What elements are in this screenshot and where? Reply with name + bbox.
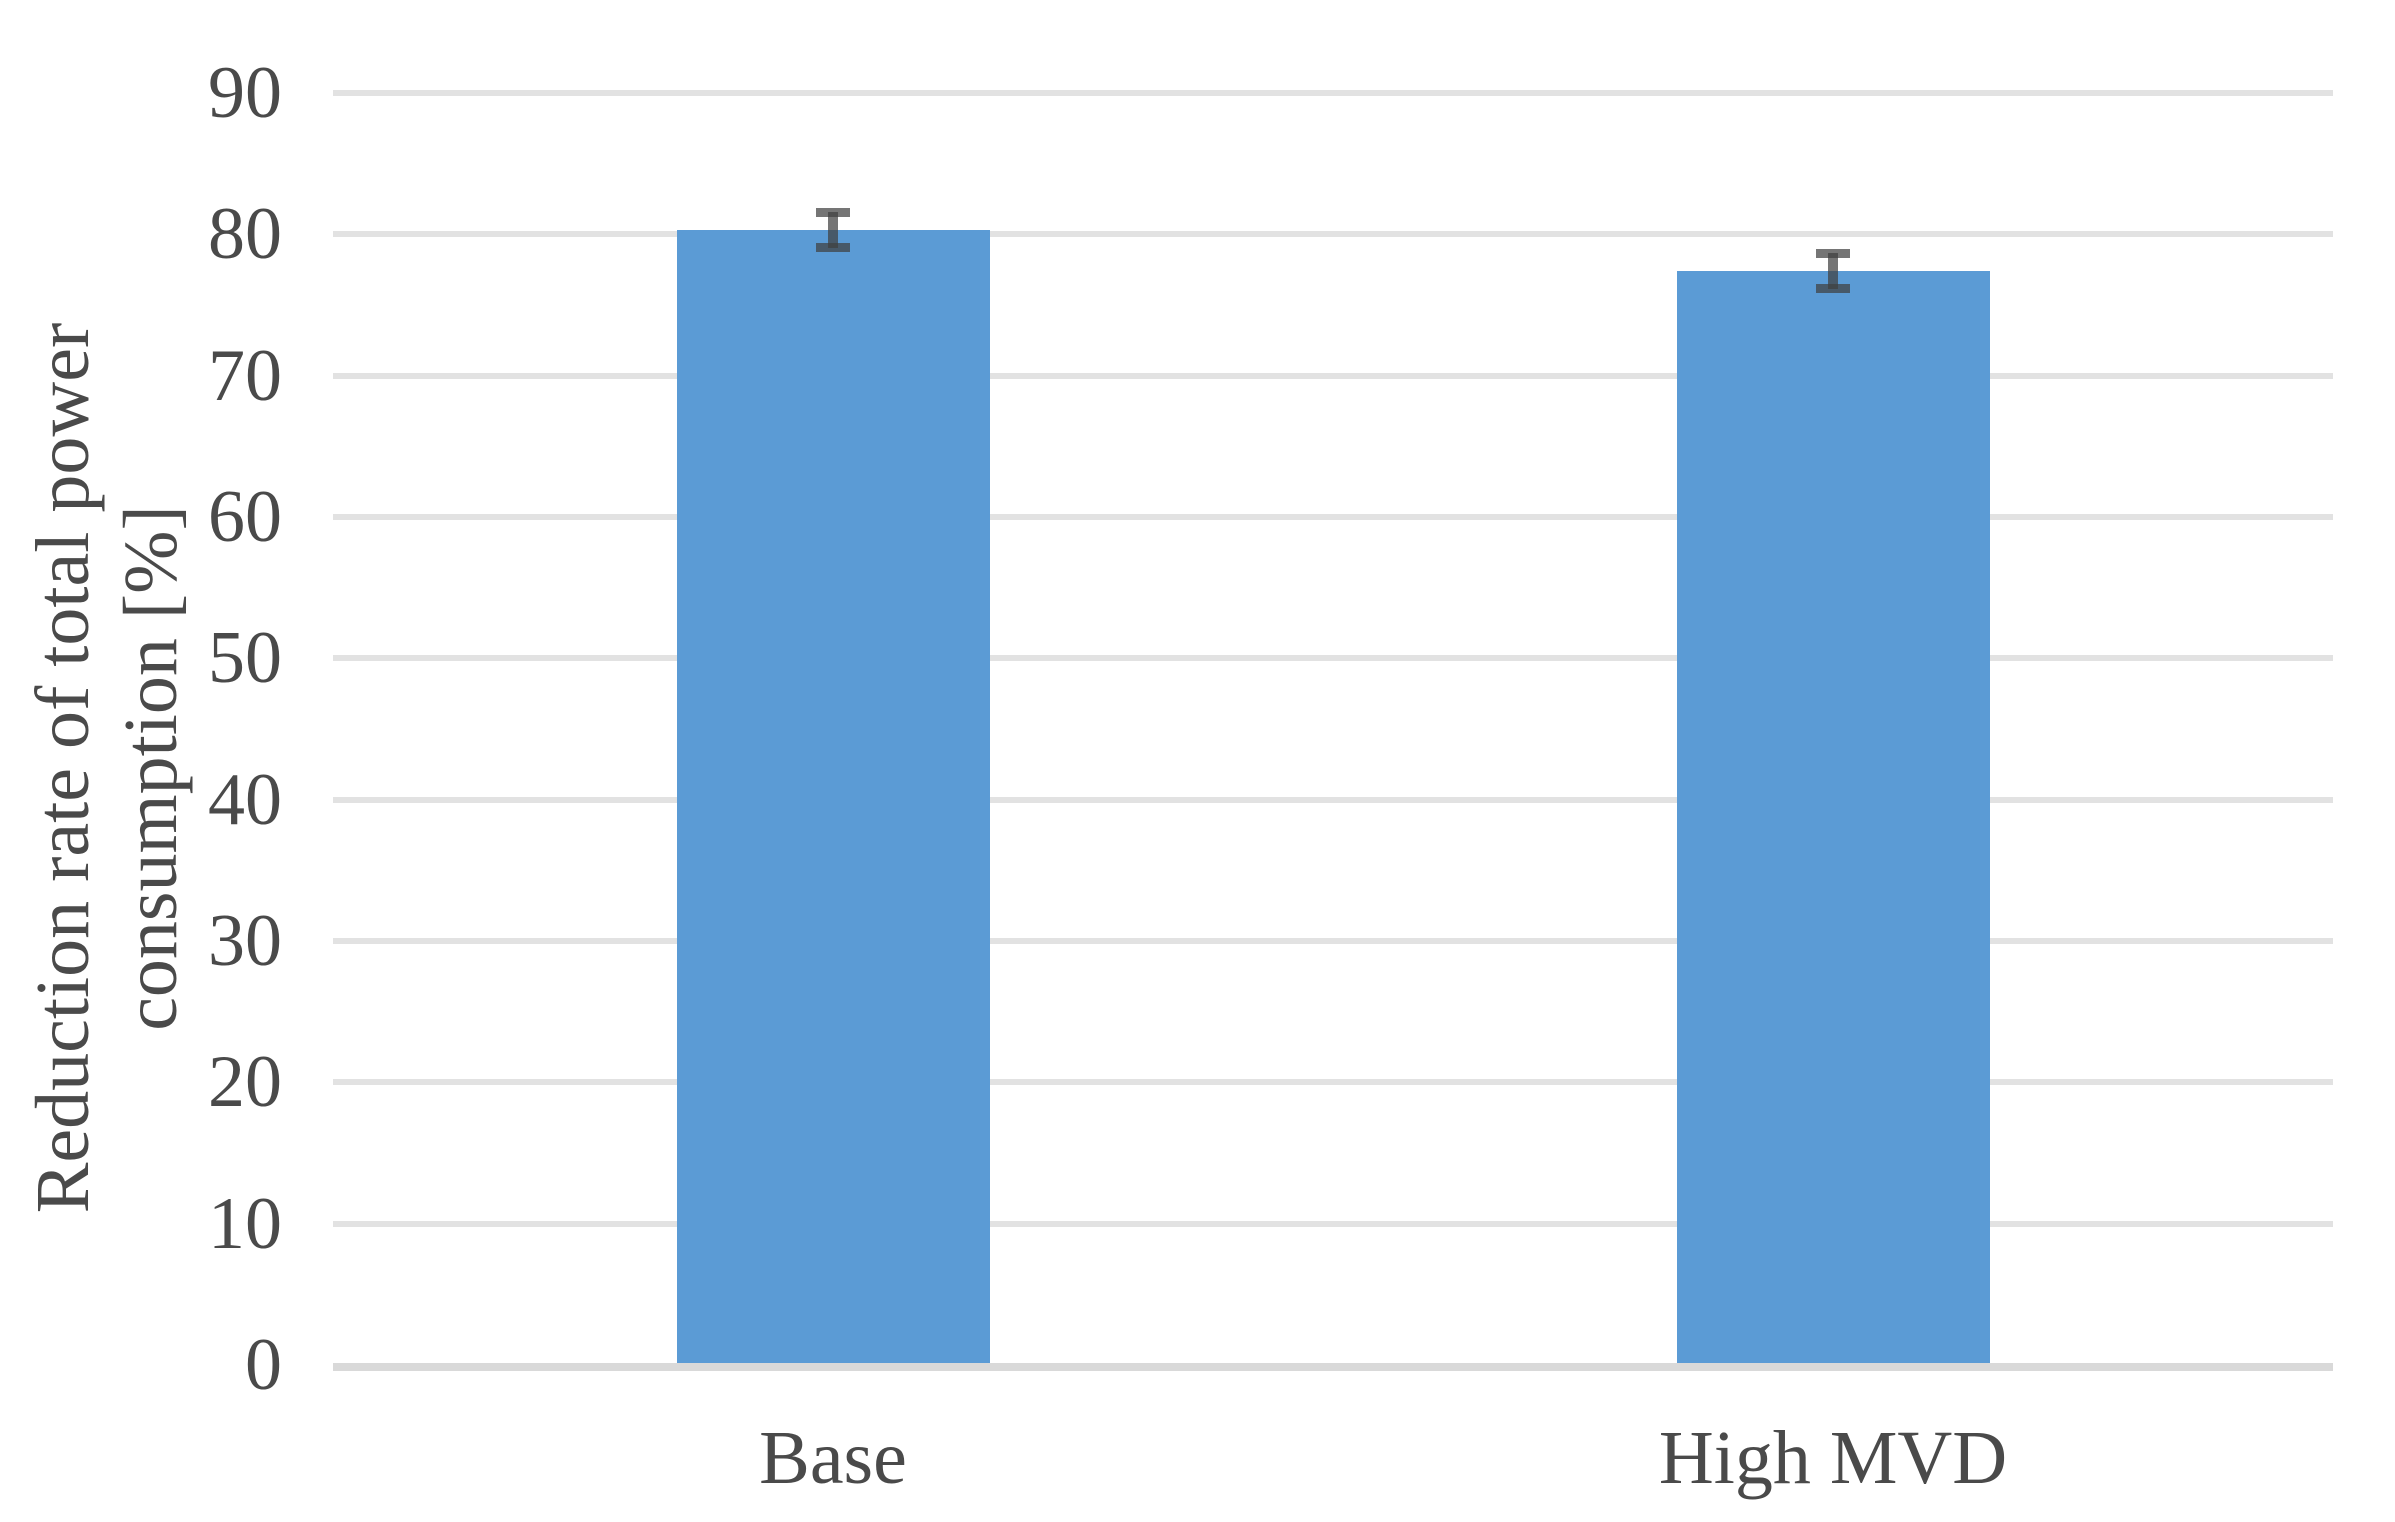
y-axis-tick-label-90: 90 [208, 52, 282, 134]
gridline-30 [333, 938, 2333, 944]
y-axis-tick-label-0: 0 [245, 1324, 282, 1406]
error-bar-cap-top-high-mvd [1816, 248, 1850, 258]
gridline-10 [333, 1220, 2333, 1227]
gridline-80 [333, 231, 2333, 238]
y-axis-tick-label-20: 20 [208, 1041, 282, 1124]
error-bar-cap-bottom-high-mvd [1816, 284, 1850, 294]
y-axis-tick-label-70: 70 [208, 334, 282, 417]
y-axis-tick-label-30: 30 [208, 900, 282, 982]
error-bar-cap-bottom-base [816, 243, 850, 253]
gridline-70 [333, 372, 2333, 379]
x-axis-label-base: Base [759, 1416, 907, 1500]
gridline-50 [333, 655, 2333, 662]
y-axis-tick-label-80: 80 [208, 193, 282, 276]
y-axis-tick-label-60: 60 [208, 476, 282, 558]
gridline-90 [333, 90, 2333, 96]
error-bar-high-mvd [1828, 252, 1838, 290]
x-axis-line [333, 1363, 2333, 1371]
error-bar-cap-top-base [816, 207, 850, 217]
error-bar-base [828, 211, 838, 249]
y-axis-tick-label-10: 10 [208, 1182, 282, 1265]
y-axis-tick-label-40: 40 [208, 758, 282, 841]
gridline-60 [333, 514, 2333, 520]
gridline-40 [333, 796, 2333, 803]
y-axis-tick-label-50: 50 [208, 617, 282, 700]
x-axis-label-high-mvd: High MVD [1658, 1416, 2008, 1500]
gridline-20 [333, 1079, 2333, 1086]
bar-high-mvd [1676, 271, 1990, 1365]
bar-base [676, 230, 990, 1365]
